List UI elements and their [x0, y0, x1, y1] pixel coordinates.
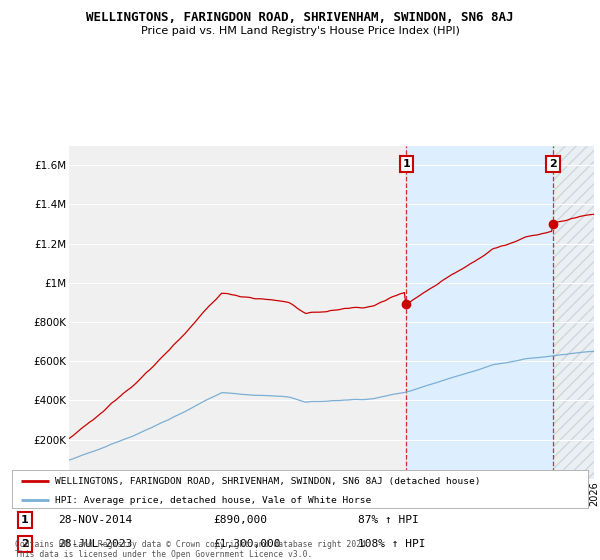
Text: 1: 1	[403, 159, 410, 169]
Text: £890,000: £890,000	[214, 515, 268, 525]
Bar	[406, 146, 553, 479]
Text: £1,300,000: £1,300,000	[214, 539, 281, 549]
Text: 108% ↑ HPI: 108% ↑ HPI	[358, 539, 425, 549]
Text: WELLINGTONS, FARINGDON ROAD, SHRIVENHAM, SWINDON, SN6 8AJ (detached house): WELLINGTONS, FARINGDON ROAD, SHRIVENHAM,…	[55, 477, 481, 486]
Text: Price paid vs. HM Land Registry's House Price Index (HPI): Price paid vs. HM Land Registry's House …	[140, 26, 460, 36]
Text: WELLINGTONS, FARINGDON ROAD, SHRIVENHAM, SWINDON, SN6 8AJ: WELLINGTONS, FARINGDON ROAD, SHRIVENHAM,…	[86, 11, 514, 24]
Text: 2: 2	[21, 539, 29, 549]
Bar	[553, 146, 594, 479]
Text: 28-JUL-2023: 28-JUL-2023	[58, 539, 133, 549]
Bar	[553, 146, 594, 479]
Bar	[553, 146, 594, 479]
Text: 2: 2	[549, 159, 557, 169]
Text: 28-NOV-2014: 28-NOV-2014	[58, 515, 133, 525]
Text: Contains HM Land Registry data © Crown copyright and database right 2024.
This d: Contains HM Land Registry data © Crown c…	[15, 540, 371, 559]
Text: HPI: Average price, detached house, Vale of White Horse: HPI: Average price, detached house, Vale…	[55, 496, 371, 505]
Text: 1: 1	[21, 515, 29, 525]
Text: 87% ↑ HPI: 87% ↑ HPI	[358, 515, 418, 525]
